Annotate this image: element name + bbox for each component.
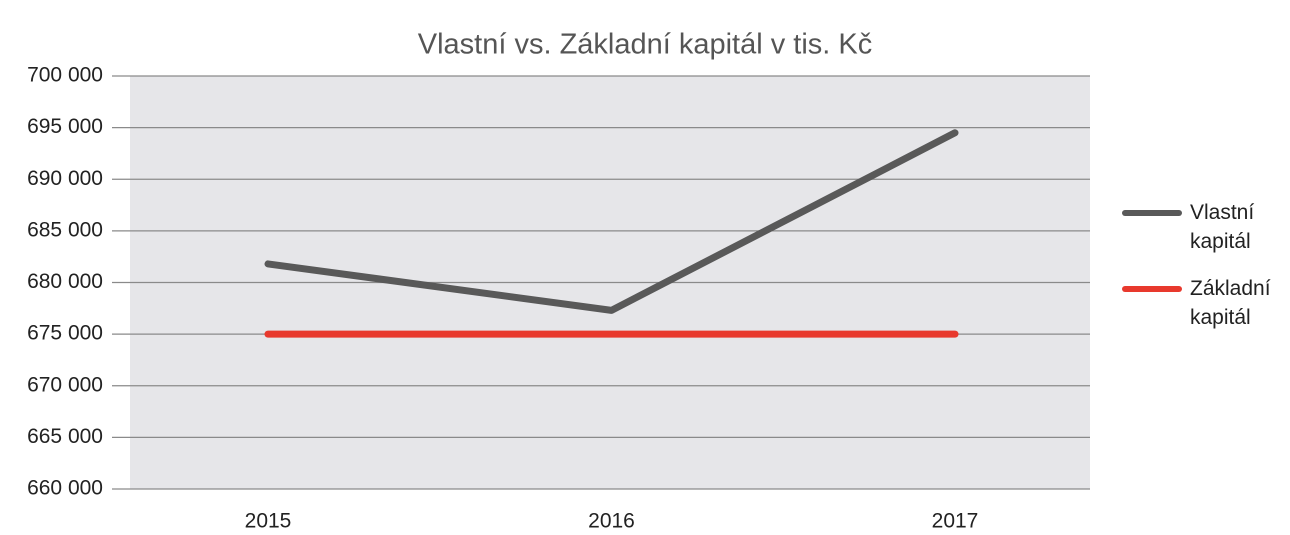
x-tick-label: 2015 bbox=[245, 510, 292, 533]
y-tick-label: 680 000 bbox=[27, 270, 103, 293]
x-tick-label: 2017 bbox=[932, 510, 979, 533]
y-tick-label: 695 000 bbox=[27, 115, 103, 138]
y-tick-label: 685 000 bbox=[27, 218, 103, 241]
legend-swatch bbox=[1122, 286, 1182, 292]
chart-title: Vlastní vs. Základní kapitál v tis. Kč bbox=[418, 29, 873, 61]
legend-entry: Základní kapitál bbox=[1122, 274, 1280, 332]
y-tick-label: 690 000 bbox=[27, 167, 103, 190]
y-tick-label: 660 000 bbox=[27, 477, 103, 500]
legend-label: Základní kapitál bbox=[1190, 277, 1271, 329]
legend: Vlastní kapitál Základní kapitál bbox=[1122, 198, 1282, 350]
series-line bbox=[264, 129, 959, 314]
legend-label: Vlastní kapitál bbox=[1190, 201, 1255, 253]
x-tick-label: 2016 bbox=[588, 510, 635, 533]
legend-entry: Vlastní kapitál bbox=[1122, 198, 1280, 256]
y-tick-label: 670 000 bbox=[27, 373, 103, 396]
y-tick-label: 700 000 bbox=[27, 64, 103, 87]
y-tick-label: 665 000 bbox=[27, 425, 103, 448]
legend-swatch bbox=[1122, 210, 1182, 216]
y-tick-label: 675 000 bbox=[27, 322, 103, 345]
